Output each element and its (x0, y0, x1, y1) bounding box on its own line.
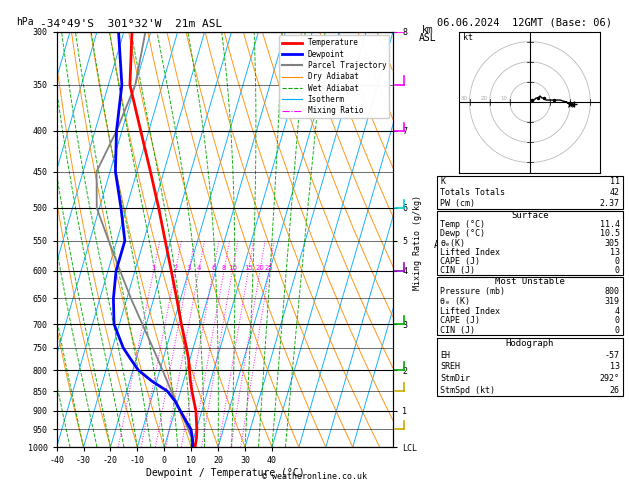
Text: Pressure (mb): Pressure (mb) (440, 287, 505, 296)
Text: Totals Totals: Totals Totals (440, 188, 505, 197)
Text: 0: 0 (615, 326, 620, 335)
Text: StmSpd (kt): StmSpd (kt) (440, 386, 495, 395)
Text: Temp (°C): Temp (°C) (440, 221, 486, 229)
X-axis label: Dewpoint / Temperature (°C): Dewpoint / Temperature (°C) (145, 468, 304, 478)
Text: K: K (440, 177, 445, 186)
Y-axis label: km
ASL: km ASL (433, 228, 451, 250)
Text: Mixing Ratio (g/kg): Mixing Ratio (g/kg) (413, 195, 421, 291)
Text: 0: 0 (615, 265, 620, 275)
Text: PW (cm): PW (cm) (440, 199, 476, 208)
Text: 8: 8 (222, 265, 226, 271)
Text: 11.4: 11.4 (599, 221, 620, 229)
Text: 4: 4 (197, 265, 201, 271)
Text: 20: 20 (481, 96, 487, 101)
Text: 0: 0 (615, 316, 620, 325)
Text: 2: 2 (173, 265, 177, 271)
Text: 30: 30 (460, 96, 467, 101)
Text: EH: EH (440, 351, 450, 360)
Text: 13: 13 (610, 363, 620, 371)
Text: 305: 305 (604, 239, 620, 247)
Text: 292°: 292° (599, 374, 620, 383)
Text: 11: 11 (610, 177, 620, 186)
Text: CAPE (J): CAPE (J) (440, 257, 481, 265)
Text: 4: 4 (615, 307, 620, 315)
Text: Lifted Index: Lifted Index (440, 247, 500, 257)
Text: Lifted Index: Lifted Index (440, 307, 500, 315)
Text: 0: 0 (615, 257, 620, 265)
Text: Hodograph: Hodograph (506, 339, 554, 348)
Text: -34°49'S  301°32'W  21m ASL: -34°49'S 301°32'W 21m ASL (40, 19, 222, 30)
Text: Most Unstable: Most Unstable (495, 278, 565, 286)
Text: 20: 20 (255, 265, 264, 271)
Legend: Temperature, Dewpoint, Parcel Trajectory, Dry Adiabat, Wet Adiabat, Isotherm, Mi: Temperature, Dewpoint, Parcel Trajectory… (279, 35, 389, 118)
Text: θₑ(K): θₑ(K) (440, 239, 465, 247)
Text: Dewp (°C): Dewp (°C) (440, 229, 486, 239)
Text: CIN (J): CIN (J) (440, 326, 476, 335)
Text: 25: 25 (265, 265, 274, 271)
Text: 3: 3 (187, 265, 191, 271)
Text: 319: 319 (604, 297, 620, 306)
Text: 15: 15 (244, 265, 253, 271)
Text: 1: 1 (152, 265, 156, 271)
Text: -57: -57 (604, 351, 620, 360)
Text: km: km (422, 25, 433, 35)
Text: 6: 6 (211, 265, 216, 271)
Text: 2.37: 2.37 (599, 199, 620, 208)
Text: Surface: Surface (511, 211, 548, 221)
Text: CIN (J): CIN (J) (440, 265, 476, 275)
Text: 13: 13 (610, 247, 620, 257)
Text: kt: kt (464, 33, 474, 42)
Text: 10: 10 (228, 265, 237, 271)
Text: 26: 26 (610, 386, 620, 395)
Text: 42: 42 (610, 188, 620, 197)
Text: 800: 800 (604, 287, 620, 296)
Text: θₑ (K): θₑ (K) (440, 297, 470, 306)
Text: SREH: SREH (440, 363, 460, 371)
Text: 10.5: 10.5 (599, 229, 620, 239)
Text: StmDir: StmDir (440, 374, 470, 383)
Text: hPa: hPa (16, 17, 34, 27)
Text: © weatheronline.co.uk: © weatheronline.co.uk (262, 472, 367, 481)
Text: ASL: ASL (419, 33, 437, 43)
Text: 06.06.2024  12GMT (Base: 06): 06.06.2024 12GMT (Base: 06) (437, 17, 612, 27)
Text: 10: 10 (501, 96, 508, 101)
Text: CAPE (J): CAPE (J) (440, 316, 481, 325)
